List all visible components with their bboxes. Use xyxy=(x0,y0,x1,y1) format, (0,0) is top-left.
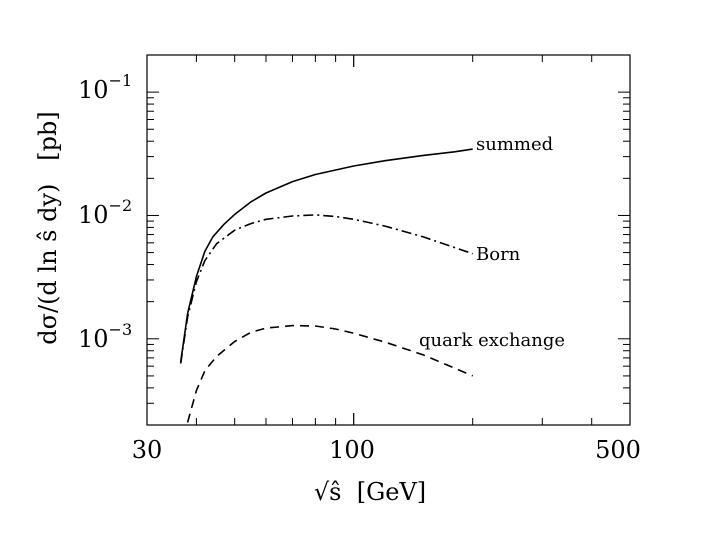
x-tick-label-30: 30 xyxy=(132,436,163,464)
series-line-summed xyxy=(179,148,473,363)
y-tick-label-1e-1: 10−1 xyxy=(78,71,132,104)
series-lines xyxy=(179,148,474,423)
y-axis-title: dσ/(d ln ŝ dy) [pb] xyxy=(34,111,62,345)
y-tick-label-1e-3: 10−3 xyxy=(78,320,132,353)
series-label-summed: summed xyxy=(476,134,553,155)
series-line-quark-exchange xyxy=(186,324,474,423)
x-axis-title: √ŝ [GeV] xyxy=(314,478,426,506)
x-tick-label-500: 500 xyxy=(595,436,641,464)
y-tick-label-1e-2: 10−2 xyxy=(78,196,132,229)
plot-frame xyxy=(146,54,631,426)
series-label-born: Born xyxy=(476,244,521,265)
axis-ticks xyxy=(146,54,631,426)
series-line-born xyxy=(179,214,473,364)
series-label-quark-exchange: quark exchange xyxy=(419,330,565,351)
x-tick-label-100: 100 xyxy=(329,436,375,464)
